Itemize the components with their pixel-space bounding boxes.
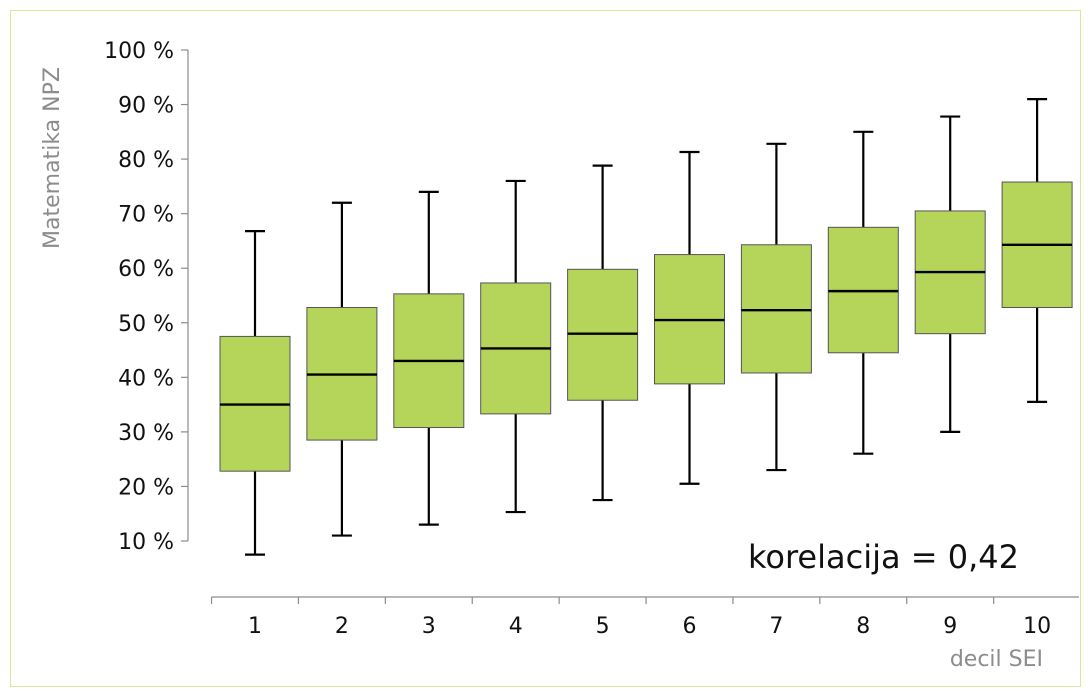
x-tick-label: 6 bbox=[683, 614, 697, 639]
x-tick-label: 2 bbox=[335, 614, 349, 639]
x-tick-label: 4 bbox=[509, 614, 523, 639]
y-axis-title: Matematika NPZ bbox=[40, 67, 65, 249]
boxes bbox=[219, 97, 1073, 556]
y-tick-label: 40 % bbox=[118, 366, 174, 391]
x-tick-label: 1 bbox=[248, 614, 262, 639]
y-tick-label: 10 % bbox=[118, 530, 174, 555]
y-tick-label: 60 % bbox=[118, 257, 174, 282]
y-tick-label: 50 % bbox=[118, 312, 174, 337]
box-plot-chart: 10 % 20 % 30 % 40 % 50 % 60 % 70 % 80 % 90 % 100 … bbox=[40, 39, 1079, 672]
correlation-annotation: korelacija = 0,42 bbox=[748, 538, 1019, 576]
axes: 10 % 20 % 30 % 40 % 50 % 60 % 70 % 80 % 90 % 100 … bbox=[104, 39, 1079, 639]
y-tick-label: 100 % bbox=[104, 39, 174, 64]
x-axis-title: decil SEI bbox=[950, 647, 1043, 672]
y-tick-label: 70 % bbox=[118, 203, 174, 228]
iqr-box bbox=[740, 244, 812, 374]
y-tick-label: 20 % bbox=[118, 475, 174, 500]
y-tick-label: 30 % bbox=[118, 421, 174, 446]
y-tick-label: 80 % bbox=[118, 148, 174, 173]
x-tick-label: 10 bbox=[1023, 614, 1051, 639]
x-tick-label: 7 bbox=[769, 614, 783, 639]
x-tick-label: 8 bbox=[856, 614, 870, 639]
y-tick-label: 90 % bbox=[118, 94, 174, 119]
x-tick-label: 3 bbox=[422, 614, 436, 639]
chart-frame: 10 % 20 % 30 % 40 % 50 % 60 % 70 % 80 % 90 % 100 … bbox=[10, 10, 1081, 687]
x-tick-label: 5 bbox=[596, 614, 610, 639]
x-tick-label: 9 bbox=[943, 614, 957, 639]
